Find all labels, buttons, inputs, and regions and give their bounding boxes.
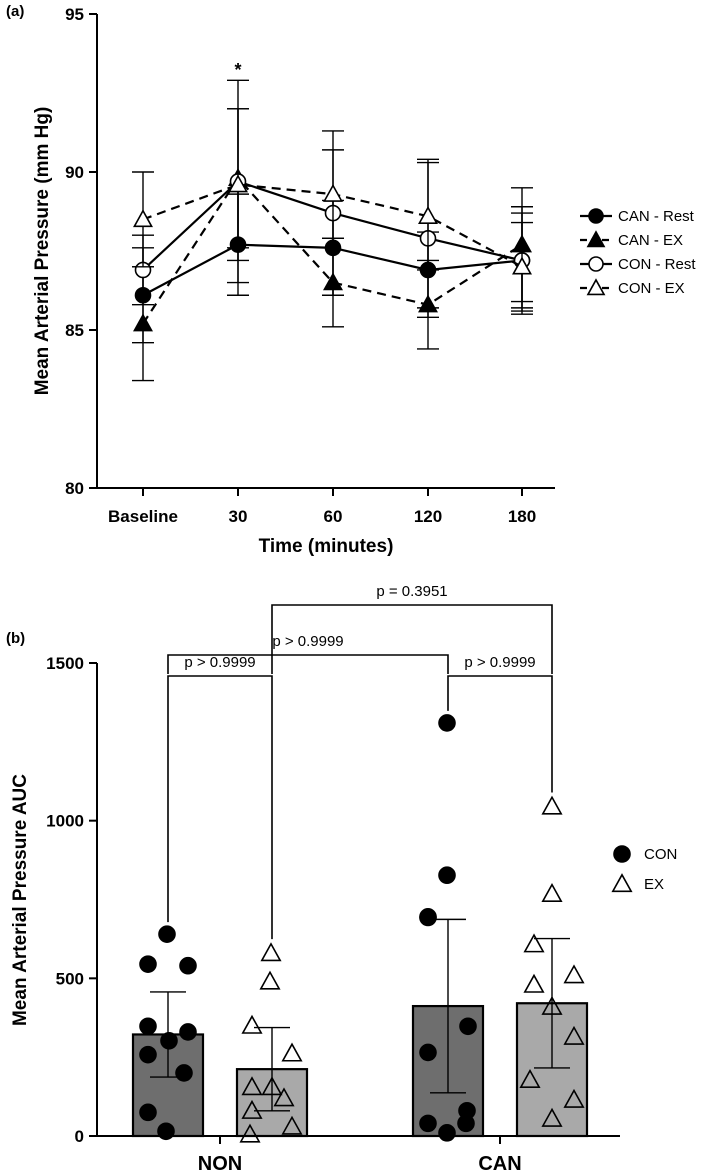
dot-non-con-1 — [139, 955, 157, 973]
dot-non-con-7 — [175, 1064, 193, 1082]
x-tick-label-120: 120 — [414, 507, 442, 526]
legend-label-can-ex: CAN - EX — [618, 232, 683, 249]
data-point-con-ex-0 — [133, 209, 153, 228]
comparison-label-2: p > 0.9999 — [272, 633, 343, 650]
legend-a: CAN - Rest CAN - EX CON - Rest CON - EX — [580, 208, 696, 297]
dot-can-con-0 — [438, 714, 456, 732]
dot-can-con-9 — [438, 1124, 456, 1142]
comparison-label-3: p = 0.3951 — [376, 583, 447, 600]
dot-can-ex-0 — [541, 795, 563, 815]
comparison-label-0: p > 0.9999 — [184, 654, 255, 671]
comparison-bracket-3: p = 0.3951 — [271, 583, 553, 674]
y-tick-label-b-1000: 1000 — [46, 812, 84, 831]
dot-can-ex-3 — [563, 964, 585, 984]
legend-label-b-con: CON — [644, 846, 677, 863]
legend-marker-b-ex — [611, 873, 633, 893]
x-tick-label-b-non: NON — [198, 1153, 242, 1175]
legend-b: CON EX — [611, 845, 677, 893]
dot-non-ex-5 — [261, 1076, 283, 1096]
dot-non-con-0 — [158, 925, 176, 943]
dot-non-con-6 — [139, 1045, 157, 1064]
panel-a: (a) 80 85 90 95 Baseline 30 60 120 180 Time (minu… — [6, 3, 696, 557]
dot-can-ex-9 — [541, 1107, 563, 1127]
dot-can-ex-5 — [541, 995, 563, 1015]
comparison-bracket-1: p > 0.9999 — [447, 654, 553, 793]
data-point-con-ex-4 — [512, 256, 532, 275]
dot-can-con-5 — [419, 1043, 437, 1062]
dot-non-con-8 — [139, 1103, 157, 1122]
dot-non-con-9 — [157, 1122, 175, 1141]
y-tick-label-b-500: 500 — [56, 969, 84, 988]
legend-marker-can-ex — [586, 230, 606, 248]
dot-non-con-4 — [179, 1023, 197, 1041]
dot-can-ex-4 — [523, 973, 545, 993]
x-tick-label-b-can: CAN — [478, 1153, 521, 1175]
comparison-line-2 — [167, 654, 449, 674]
comparison-line-0 — [167, 675, 273, 940]
legend-marker-can-rest — [588, 208, 604, 224]
dot-can-con-1 — [438, 866, 456, 885]
dot-can-ex-7 — [519, 1069, 541, 1089]
data-point-can-ex-0 — [133, 313, 153, 332]
data-point-con-ex-1 — [228, 174, 248, 193]
panel-a-label: (a) — [6, 3, 24, 20]
panel-b: (b) 0 500 1000 1500 NON CAN Mean Arterial Pres… — [6, 583, 677, 1175]
dot-can-con-7 — [457, 1114, 475, 1133]
x-tick-label-baseline: Baseline — [108, 507, 178, 526]
legend-marker-b-con — [613, 845, 631, 863]
dot-non-ex-4 — [241, 1076, 263, 1096]
dot-non-ex-6 — [273, 1087, 295, 1107]
dot-non-ex-8 — [281, 1115, 303, 1135]
data-point-con-ex-3 — [418, 205, 438, 224]
legend-label-can-rest: CAN - Rest — [618, 208, 695, 225]
y-tick-label-b-1500: 1500 — [46, 654, 84, 673]
dot-non-ex-7 — [241, 1099, 263, 1119]
dot-can-ex-8 — [563, 1088, 585, 1108]
comparison-line-3 — [271, 604, 553, 674]
comparison-bracket-2: p > 0.9999 — [167, 633, 449, 674]
dot-can-con-4 — [459, 1017, 477, 1036]
panel-b-label: (b) — [6, 630, 25, 647]
dot-can-ex-6 — [563, 1025, 585, 1045]
dot-can-con-8 — [419, 1114, 437, 1133]
series-con-ex — [132, 108, 533, 312]
x-tick-label-180: 180 — [508, 507, 536, 526]
comparison-bracket-0: p > 0.9999 — [167, 654, 273, 940]
x-tick-label-30: 30 — [229, 507, 248, 526]
error-bar-non-ex — [254, 1026, 290, 1112]
x-tick-label-60: 60 — [324, 507, 343, 526]
dot-can-ex-1 — [541, 882, 563, 902]
y-tick-label-80: 80 — [65, 479, 84, 498]
y-tick-label-95: 95 — [65, 5, 84, 24]
legend-label-b-ex: EX — [644, 876, 664, 893]
legend-marker-con-rest — [588, 256, 604, 272]
dot-non-con-3 — [139, 1017, 157, 1036]
y-axis-title-b: Mean Arterial Pressure AUC — [10, 774, 31, 1026]
dot-non-con-5 — [160, 1031, 178, 1050]
y-tick-label-b-0: 0 — [75, 1127, 84, 1146]
y-tick-label-90: 90 — [65, 163, 84, 182]
comparison-line-1 — [447, 675, 553, 793]
y-tick-label-85: 85 — [65, 321, 84, 340]
legend-marker-con-ex — [586, 278, 606, 296]
dot-non-ex-9 — [239, 1123, 261, 1143]
dot-can-ex-2 — [523, 933, 545, 953]
dot-non-con-2 — [179, 956, 197, 975]
dot-can-con-3 — [419, 908, 437, 926]
series-b-ex — [235, 795, 589, 1143]
dot-non-ex-1 — [259, 970, 281, 990]
dot-non-ex-2 — [241, 1014, 263, 1034]
dot-non-ex-0 — [260, 942, 282, 962]
significance-star: * — [234, 60, 241, 80]
y-axis-title: Mean Arterial Pressure (mm Hg) — [32, 107, 53, 396]
data-point-con-ex-2 — [323, 183, 343, 202]
series-b-con — [131, 714, 485, 1142]
error-bar-can-ex — [534, 937, 570, 1069]
comparison-label-1: p > 0.9999 — [464, 654, 535, 671]
dot-non-ex-3 — [281, 1042, 303, 1062]
legend-label-con-rest: CON - Rest — [618, 256, 696, 273]
x-axis-title: Time (minutes) — [259, 536, 394, 557]
legend-label-con-ex: CON - EX — [618, 280, 685, 297]
